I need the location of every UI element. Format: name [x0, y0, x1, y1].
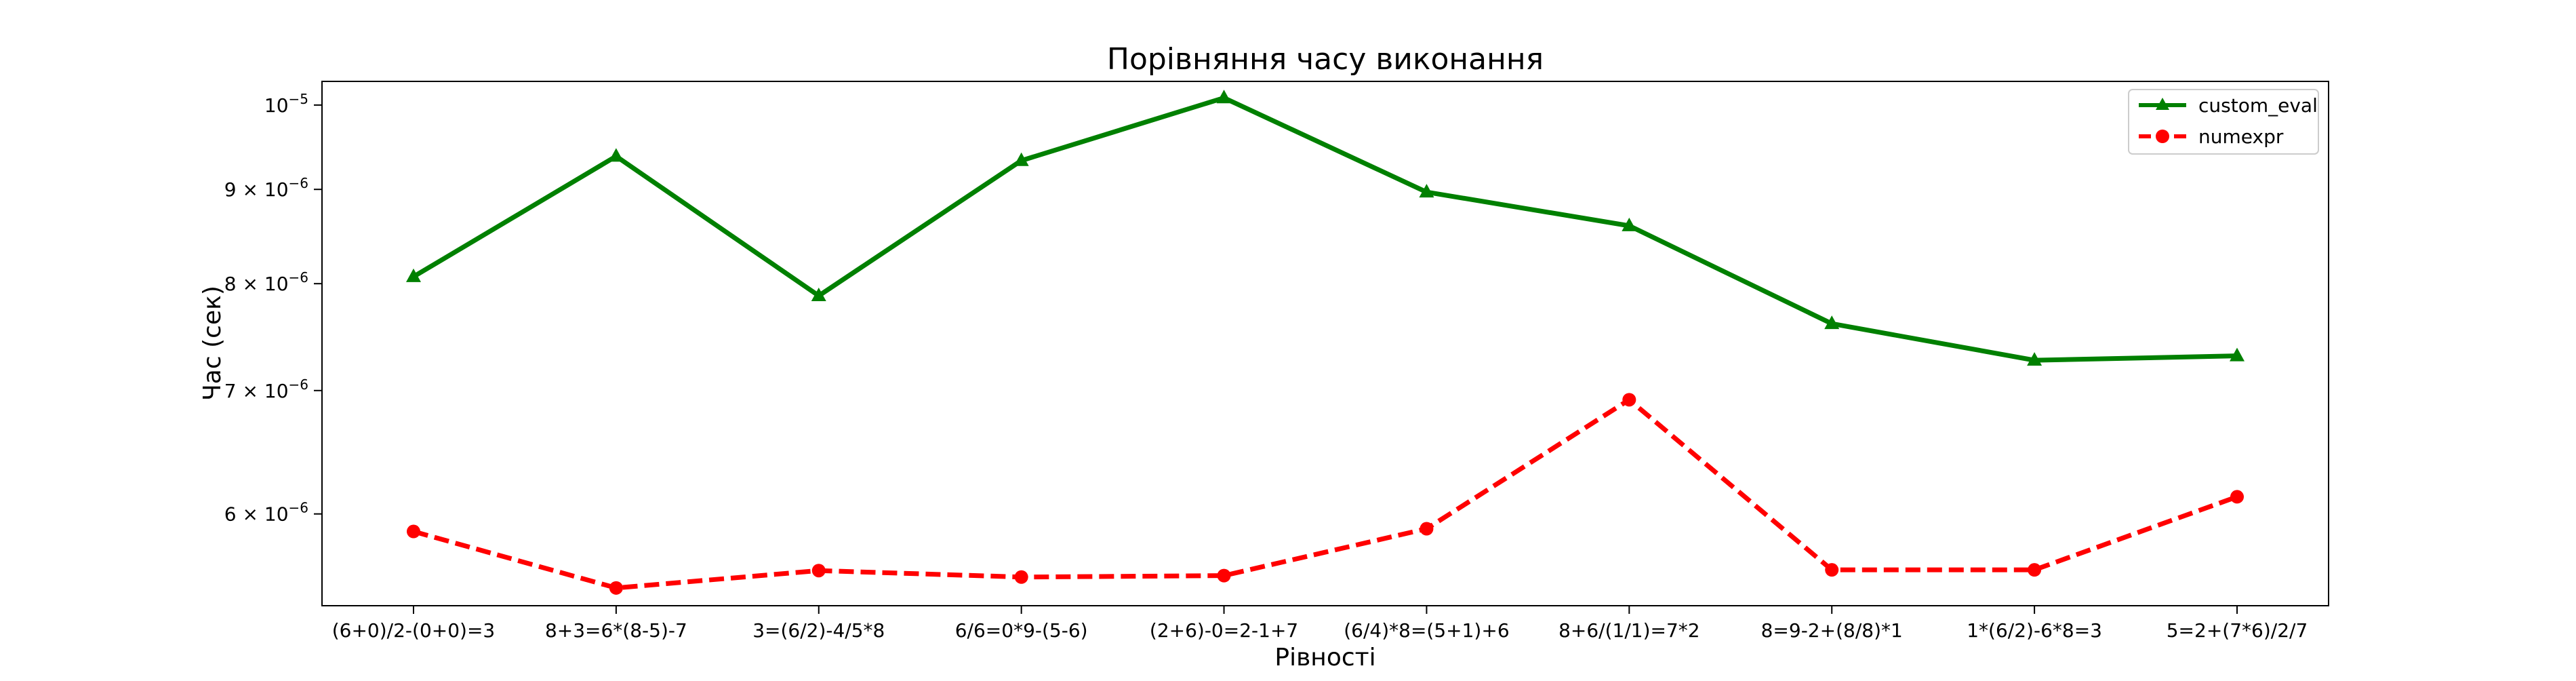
legend-marker-numexpr	[2156, 130, 2169, 143]
data-point-custom-eval	[1216, 90, 1232, 104]
data-point-custom-eval	[1824, 315, 1840, 330]
legend-marker-custom-eval	[2156, 98, 2169, 110]
data-point-numexpr	[1217, 568, 1231, 583]
x-axis-label: Рівності	[1274, 644, 1375, 672]
legend: custom_eval numexpr	[2128, 89, 2319, 155]
data-point-custom-eval	[608, 148, 624, 162]
data-point-custom-eval	[1622, 217, 1637, 231]
y-tick-label: 9 × 10−6	[224, 175, 308, 201]
y-tick-label: 8 × 10−6	[224, 269, 308, 295]
data-point-numexpr	[1825, 563, 1839, 577]
data-point-custom-eval	[2027, 352, 2042, 366]
data-point-numexpr	[1622, 393, 1636, 407]
x-tick-label: (6/4)*8=(5+1)+6	[1344, 619, 1509, 642]
data-point-numexpr	[407, 524, 420, 539]
data-point-custom-eval	[811, 288, 826, 302]
series-line-numexpr	[413, 397, 2238, 591]
data-point-numexpr	[811, 564, 826, 578]
data-point-custom-eval	[2230, 347, 2245, 362]
x-tick-label: (2+6)-0=2-1+7	[1150, 619, 1298, 642]
data-point-numexpr	[609, 581, 623, 595]
x-tick-label: 8+3=6*(8-5)-7	[545, 619, 687, 642]
x-axis: (6+0)/2-(0+0)=3 8+3=6*(8-5)-7 3=(6/2)-4/5*…	[332, 606, 2308, 642]
data-point-custom-eval	[1419, 184, 1434, 198]
x-tick-label: 8+6/(1/1)=7*2	[1558, 619, 1700, 642]
data-point-numexpr	[1014, 570, 1028, 584]
x-tick-label: 6/6=0*9-(5-6)	[955, 619, 1088, 642]
data-point-numexpr	[2028, 563, 2042, 577]
series-line-custom-eval	[412, 95, 2238, 363]
x-tick-label: 8=9-2+(8/8)*1	[1761, 619, 1903, 642]
chart-title: Порівняння часу виконання	[1107, 42, 1544, 77]
y-axis-label: Час (сек)	[199, 286, 226, 401]
data-point-custom-eval	[1013, 152, 1029, 166]
x-tick-label: 3=(6/2)-4/5*8	[752, 619, 885, 642]
data-point-custom-eval	[406, 268, 421, 282]
x-tick-label: 1*(6/2)-6*8=3	[1967, 619, 2102, 642]
y-tick-label: 6 × 10−6	[224, 500, 308, 526]
x-tick-label: (6+0)/2-(0+0)=3	[332, 619, 496, 642]
y-tick-label: 7 × 10−6	[224, 376, 308, 402]
y-tick-label: 10−5	[264, 91, 308, 117]
x-tick-label: 5=2+(7*6)/2/7	[2167, 619, 2308, 642]
legend-label-custom-eval: custom_eval	[2198, 94, 2318, 117]
legend-label-numexpr: numexpr	[2198, 125, 2284, 148]
data-point-numexpr	[1420, 522, 1434, 536]
series-layer	[406, 90, 2245, 595]
plot-area-frame	[321, 81, 2329, 606]
y-axis: 6 × 10−6 7 × 10−6 8 × 10−6 9 × 10−6 10−5	[224, 91, 322, 526]
data-point-numexpr	[2230, 490, 2244, 504]
